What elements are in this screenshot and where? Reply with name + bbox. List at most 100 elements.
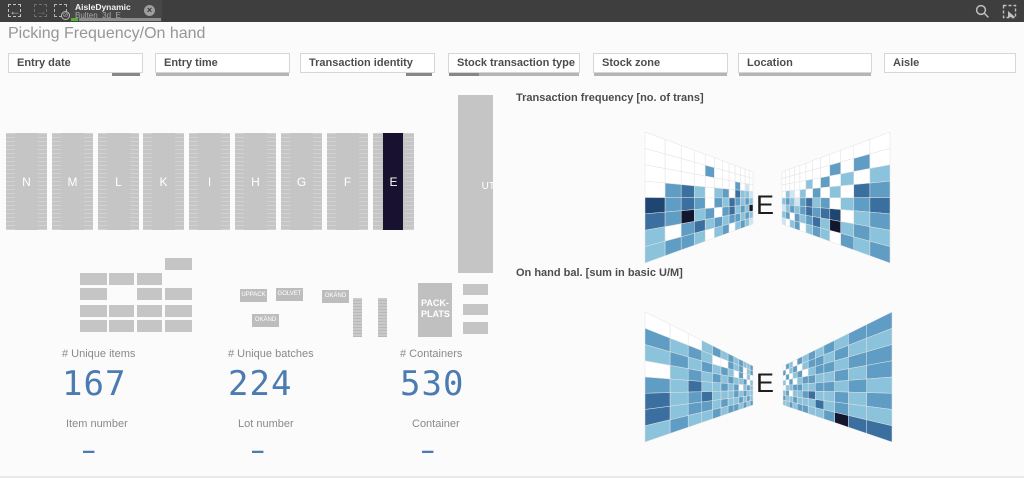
heatmap-cell[interactable] [796,403,803,412]
filter-scrollbar[interactable] [739,73,871,76]
heatmap-cell[interactable] [712,372,722,384]
heatmap-cell[interactable] [785,175,791,185]
heatmap-cell[interactable] [815,407,825,420]
aisle-block-k[interactable]: K [143,133,184,230]
storage-block[interactable] [165,288,192,300]
heatmap-cell[interactable] [742,390,748,397]
heatmap-cell[interactable] [788,372,794,380]
rack-bar[interactable] [378,298,387,337]
heatmap-cell[interactable] [740,204,746,214]
heatmap-cell[interactable] [805,169,813,181]
heatmap-cell[interactable] [749,399,754,407]
heatmap-cell[interactable] [829,173,841,188]
heatmap-cell[interactable] [782,379,787,386]
heatmap-cell[interactable] [815,372,825,384]
heatmap-cell[interactable] [748,170,754,179]
heatmap-cell[interactable] [733,369,740,379]
heatmap-cell[interactable] [728,221,736,233]
aisle-block-m[interactable]: M [52,133,93,230]
heatmap-cell[interactable] [748,190,754,199]
rack-bar[interactable] [353,298,362,337]
aisle-block-g[interactable]: G [281,133,322,230]
heatmap-cell[interactable] [820,186,831,199]
heatmap-cell[interactable] [738,371,744,380]
storage-block[interactable] [463,322,488,334]
heatmap-cell[interactable] [789,219,795,229]
search-icon[interactable] [975,4,990,19]
heatmap-cell[interactable] [694,185,706,199]
heatmap-cell[interactable] [669,378,689,393]
heatmap-cell[interactable] [722,197,730,208]
heatmap-cell[interactable] [714,197,723,209]
zone-block-okand[interactable]: OKÄND [322,290,349,303]
heatmap-cell[interactable] [744,190,750,199]
heatmap-cell[interactable] [788,401,794,409]
heatmap-cell[interactable] [812,167,821,180]
heatmap-cell[interactable] [840,184,855,198]
heatmap-cell[interactable] [789,182,795,191]
heatmap-cell[interactable] [644,180,666,198]
heatmap-cell[interactable] [720,390,729,400]
heatmap-cell[interactable] [781,183,787,192]
heatmap-cell[interactable] [815,382,825,392]
heatmap-cell[interactable] [788,390,794,397]
filter-stock-transaction-type[interactable]: Stock transaction type [448,53,580,76]
heatmap-cell[interactable] [840,197,855,211]
aisle-block-i[interactable]: I [189,133,230,230]
heatmap-cell[interactable] [823,391,835,403]
heatmap-cell[interactable] [781,197,787,206]
heatmap-cell[interactable] [746,373,751,381]
heatmap-cell[interactable] [738,390,744,398]
heatmap-cell[interactable] [782,390,787,396]
heatmap-cell[interactable] [727,375,735,385]
heatmap-cell[interactable] [687,391,703,405]
heatmap-cell[interactable] [785,183,791,192]
heatmap-cell[interactable] [869,180,891,198]
heatmap-cell[interactable] [820,175,831,189]
heatmap-cell[interactable] [694,197,706,210]
heatmap-cell[interactable] [785,373,790,381]
heatmap-cell[interactable] [744,197,750,206]
heatmap-cell[interactable] [785,218,791,228]
filter-entry-time[interactable]: Entry time [155,53,290,76]
heatmap-cell[interactable] [807,405,816,417]
heatmap-cell[interactable] [796,390,803,399]
heatmap-cell[interactable] [712,407,722,420]
heatmap-cell[interactable] [820,164,831,179]
heatmap-cell[interactable] [734,197,741,207]
heatmap-cell[interactable] [742,384,748,391]
heatmap-cell[interactable] [785,390,790,397]
heatmap-cell[interactable] [799,180,807,191]
storage-block[interactable] [80,320,107,332]
zone-block-okand[interactable]: OKÄND [252,314,279,327]
heatmap-cell[interactable] [749,385,754,391]
heatmap-cell[interactable] [742,401,748,409]
storage-block[interactable] [80,288,107,300]
filter-scrollbar[interactable] [449,73,479,76]
heatmap-cell[interactable] [748,204,754,213]
selector-item-number[interactable]: Item number – [66,418,128,462]
heatmap-cell[interactable] [746,384,751,391]
storage-block[interactable] [165,258,192,270]
heatmap-cell[interactable] [802,404,809,414]
heatmap-cell[interactable] [834,368,849,382]
heatmap-cell[interactable] [746,400,751,408]
heatmap-cell[interactable] [748,210,754,219]
heatmap-cell[interactable] [792,371,798,380]
selections-tool-icon[interactable] [1002,4,1017,19]
storage-block[interactable] [109,305,134,317]
heatmap-cell[interactable] [794,173,801,183]
heatmap-cell[interactable] [812,197,821,209]
heatmap-cell[interactable] [799,205,807,216]
heatmap-cell[interactable] [785,384,790,391]
heatmap-cell[interactable] [805,206,813,217]
heatmap-cell[interactable] [744,175,750,185]
heatmap-cell[interactable] [785,204,791,213]
heatmap-cell[interactable] [722,206,730,217]
heatmap-cell[interactable] [807,374,816,384]
heatmap-cell[interactable] [802,383,809,392]
heatmap-cell[interactable] [712,390,722,401]
heatmap-cell[interactable] [782,374,787,381]
storage-block[interactable] [80,273,107,285]
heatmap-cell[interactable] [812,225,821,239]
